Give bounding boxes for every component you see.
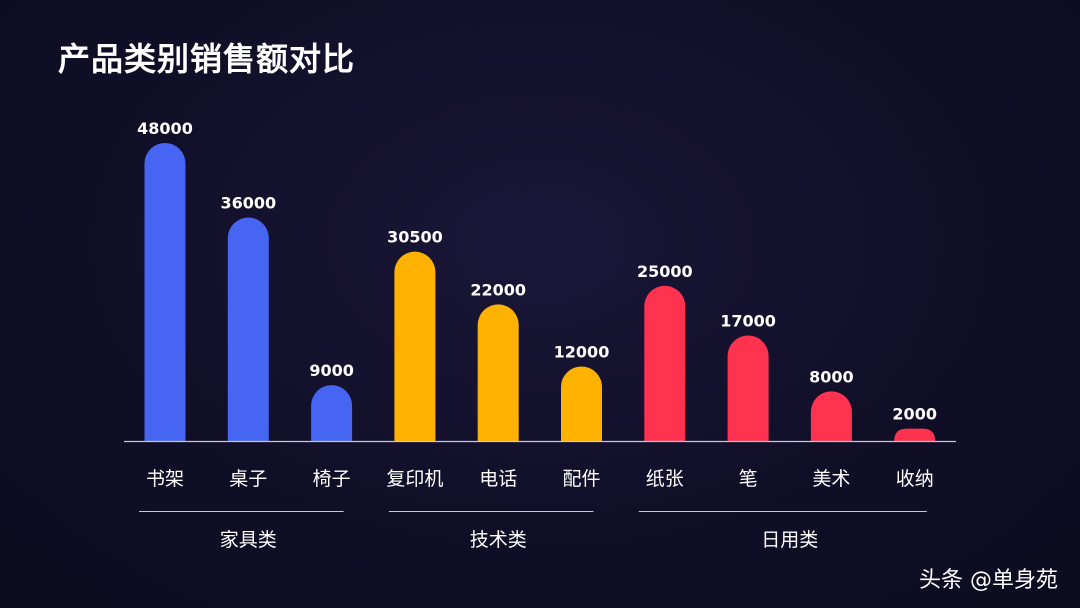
category-label-美术: 美术 xyxy=(812,468,850,490)
bar-配件 xyxy=(561,366,602,441)
category-label-桌子: 桌子 xyxy=(229,468,267,490)
value-label-配件: 12000 xyxy=(554,343,610,362)
category-label-电话: 电话 xyxy=(479,468,517,490)
bar-美术 xyxy=(810,391,852,441)
watermark: 头条 @单身苑 xyxy=(919,568,1058,593)
value-labels-layer: 48000 36000 9000 30500 22000 12000 25000 17000 8… xyxy=(137,119,937,424)
category-label-复印机: 复印机 xyxy=(386,468,443,490)
category-label-纸张: 纸张 xyxy=(646,468,684,490)
category-label-收纳: 收纳 xyxy=(896,468,934,490)
category-label-笔: 笔 xyxy=(739,468,758,490)
value-label-纸张: 25000 xyxy=(637,262,693,281)
group-label-技术类: 技术类 xyxy=(470,529,527,551)
chart-title: 产品类别销售额对比 xyxy=(58,40,356,78)
value-label-笔: 17000 xyxy=(720,311,776,330)
value-label-椅子: 9000 xyxy=(309,361,354,380)
value-label-桌子: 36000 xyxy=(220,194,276,213)
group-label-日用类: 日用类 xyxy=(761,529,818,551)
bar-书架 xyxy=(144,142,186,441)
group-labels-layer: 家具类 技术类 日用类 xyxy=(139,511,927,551)
bar-桌子 xyxy=(227,217,269,441)
bar-椅子 xyxy=(311,385,353,441)
bar-收纳 xyxy=(894,428,936,441)
bars-layer xyxy=(144,142,936,441)
value-label-电话: 22000 xyxy=(470,280,526,299)
category-label-配件: 配件 xyxy=(562,468,600,490)
value-label-美术: 8000 xyxy=(809,367,854,386)
bar-电话 xyxy=(477,304,519,441)
category-label-椅子: 椅子 xyxy=(313,468,351,490)
category-label-书架: 书架 xyxy=(146,468,184,490)
bar-复印机 xyxy=(394,251,436,441)
value-label-收纳: 2000 xyxy=(892,405,937,424)
value-label-复印机: 30500 xyxy=(387,228,443,247)
category-labels-layer: 书架 桌子 椅子 复印机 电话 配件 纸张 笔 美术 收纳 xyxy=(146,468,934,490)
bar-纸张 xyxy=(644,285,686,441)
group-label-家具类: 家具类 xyxy=(220,529,277,551)
bar-笔 xyxy=(727,335,769,441)
value-label-书架: 48000 xyxy=(137,119,193,138)
